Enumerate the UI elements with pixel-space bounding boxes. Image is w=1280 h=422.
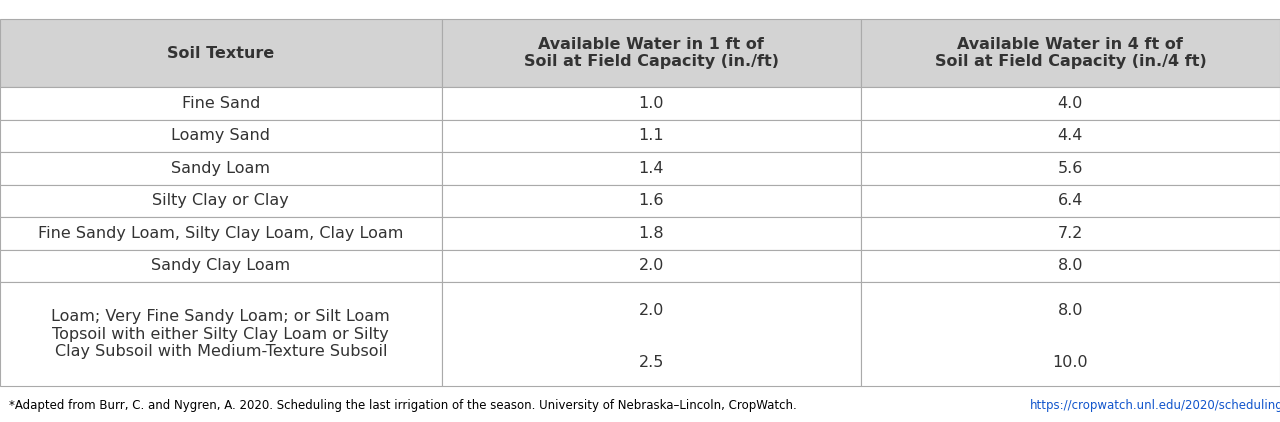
Bar — [860, 282, 1280, 386]
Text: Soil Texture: Soil Texture — [168, 46, 274, 61]
Text: Fine Sandy Loam, Silty Clay Loam, Clay Loam: Fine Sandy Loam, Silty Clay Loam, Clay L… — [38, 226, 403, 241]
Text: 8.0: 8.0 — [1057, 303, 1083, 318]
Text: 1.6: 1.6 — [639, 193, 664, 208]
Text: Available Water in 4 ft of
Soil at Field Capacity (in./4 ft): Available Water in 4 ft of Soil at Field… — [934, 37, 1206, 69]
Text: 7.2: 7.2 — [1057, 226, 1083, 241]
Text: Sandy Loam: Sandy Loam — [172, 161, 270, 176]
Text: 1.1: 1.1 — [639, 128, 664, 143]
Bar — [0, 250, 442, 282]
Bar — [0, 19, 442, 87]
Bar — [860, 19, 1280, 87]
Text: 2.0: 2.0 — [639, 258, 664, 273]
Text: 2.5: 2.5 — [639, 355, 664, 370]
Bar — [0, 282, 442, 386]
Text: 1.0: 1.0 — [639, 96, 664, 111]
Bar — [0, 87, 442, 120]
Bar — [0, 185, 442, 217]
Bar — [442, 185, 860, 217]
Bar — [442, 120, 860, 152]
Bar — [442, 217, 860, 250]
Text: 6.4: 6.4 — [1057, 193, 1083, 208]
Text: Silty Clay or Clay: Silty Clay or Clay — [152, 193, 289, 208]
Text: Fine Sand: Fine Sand — [182, 96, 260, 111]
Bar — [442, 152, 860, 185]
Text: 5.6: 5.6 — [1057, 161, 1083, 176]
Text: 1.8: 1.8 — [639, 226, 664, 241]
Bar — [860, 250, 1280, 282]
Bar — [860, 120, 1280, 152]
Text: Loamy Sand: Loamy Sand — [172, 128, 270, 143]
Text: 4.4: 4.4 — [1057, 128, 1083, 143]
Bar — [0, 120, 442, 152]
Bar — [860, 217, 1280, 250]
Text: Available Water in 1 ft of
Soil at Field Capacity (in./ft): Available Water in 1 ft of Soil at Field… — [524, 37, 778, 69]
Text: 1.4: 1.4 — [639, 161, 664, 176]
Bar — [860, 152, 1280, 185]
Text: 4.0: 4.0 — [1057, 96, 1083, 111]
Bar — [442, 282, 860, 386]
Bar — [0, 152, 442, 185]
Bar — [442, 87, 860, 120]
Bar — [442, 19, 860, 87]
Text: 8.0: 8.0 — [1057, 258, 1083, 273]
Bar — [0, 217, 442, 250]
Bar — [860, 87, 1280, 120]
Bar — [442, 250, 860, 282]
Text: Loam; Very Fine Sandy Loam; or Silt Loam
Topsoil with either Silty Clay Loam or : Loam; Very Fine Sandy Loam; or Silt Loam… — [51, 309, 390, 359]
Text: 10.0: 10.0 — [1052, 355, 1088, 370]
Text: Sandy Clay Loam: Sandy Clay Loam — [151, 258, 291, 273]
Text: 2.0: 2.0 — [639, 303, 664, 318]
Text: *Adapted from Burr, C. and Nygren, A. 2020. Scheduling the last irrigation of th: *Adapted from Burr, C. and Nygren, A. 20… — [9, 400, 800, 412]
Bar — [860, 185, 1280, 217]
Text: https://cropwatch.unl.edu/2020/scheduling-last-irrigation-season: https://cropwatch.unl.edu/2020/schedulin… — [1030, 400, 1280, 412]
